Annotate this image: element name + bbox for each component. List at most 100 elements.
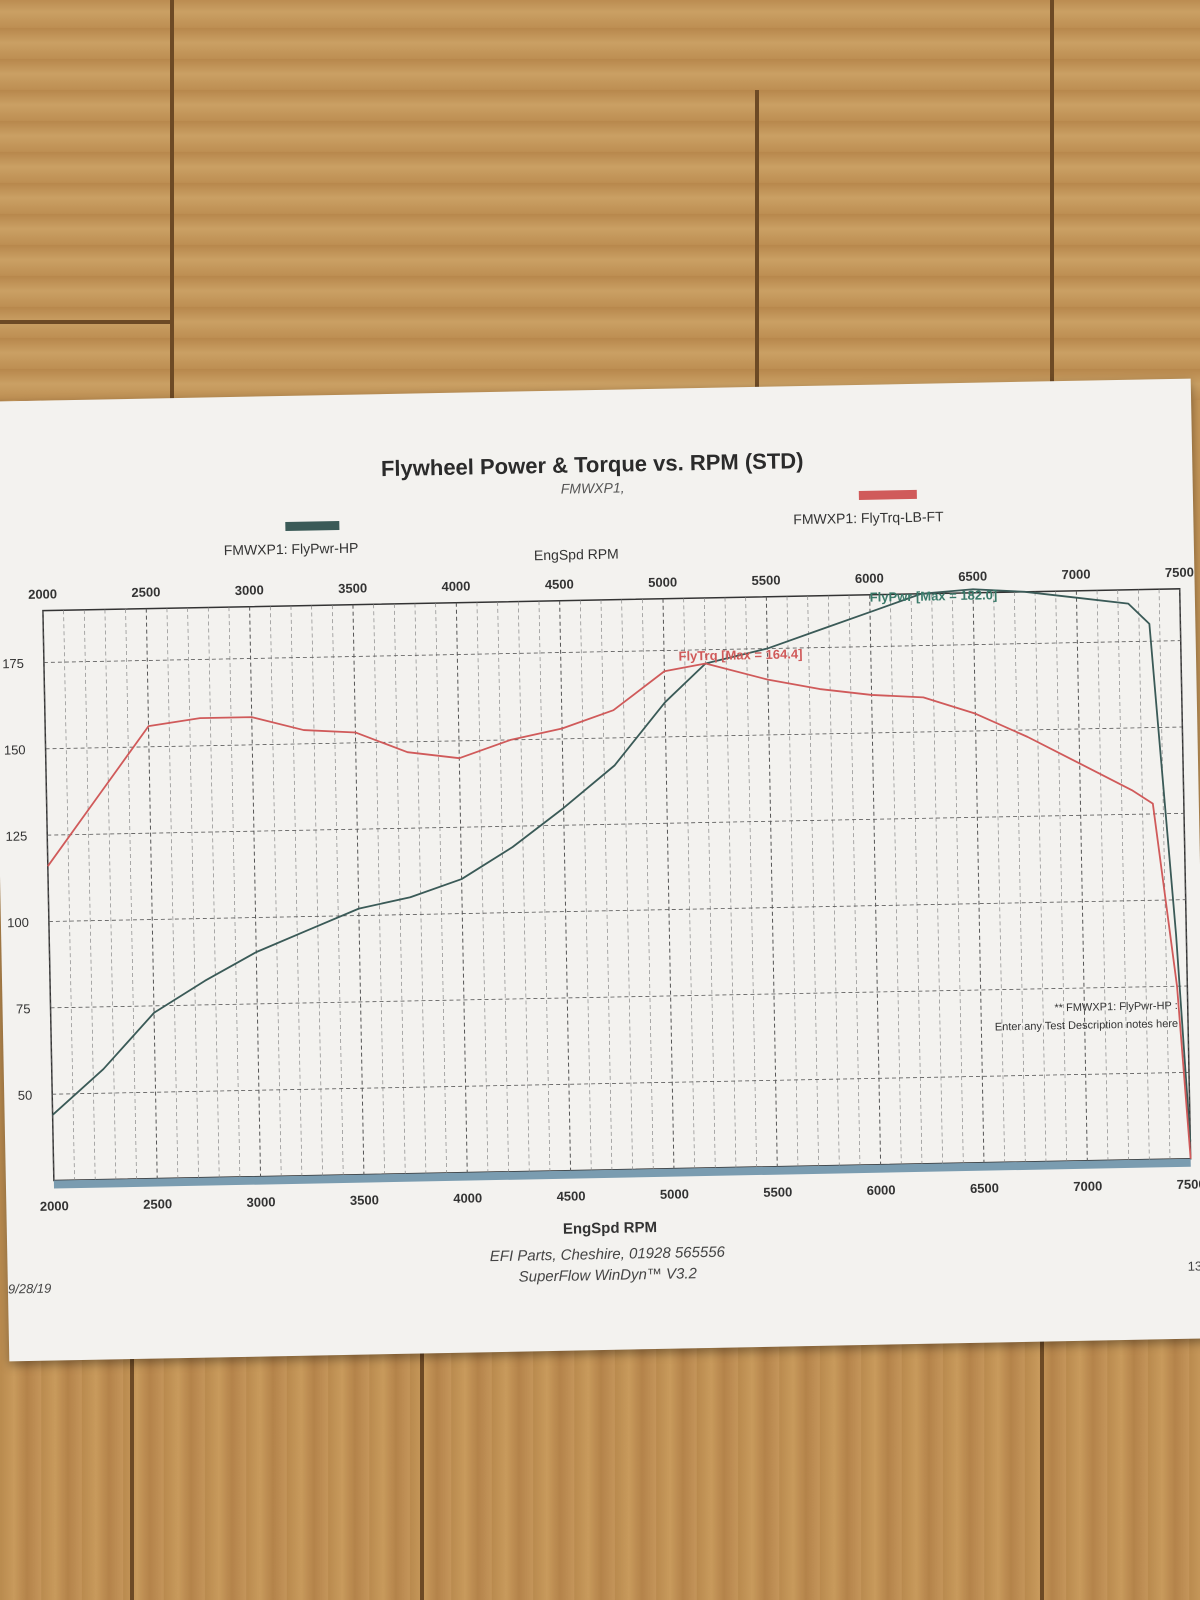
x-tick-label-top: 3000 xyxy=(235,582,264,598)
y-tick-label: 100 xyxy=(7,915,29,930)
y-tick-label: 150 xyxy=(4,742,26,757)
grid-line-vertical xyxy=(83,609,96,1180)
grid-line-vertical xyxy=(579,600,592,1171)
plot-frame xyxy=(42,588,1192,1182)
y-tick-label: 75 xyxy=(16,1001,31,1016)
grid-line-vertical xyxy=(476,602,489,1173)
grid-line-vertical xyxy=(1055,591,1067,1162)
grid-line-vertical xyxy=(889,594,902,1165)
x-tick-label-bottom: 4000 xyxy=(453,1190,482,1206)
grid-line-vertical xyxy=(63,610,75,1181)
grid-line-vertical xyxy=(331,605,344,1175)
grid-line-vertical xyxy=(993,592,1005,1163)
x-tick-label-bottom: 3500 xyxy=(350,1192,379,1208)
floor-seam xyxy=(170,0,174,420)
grid-line-vertical xyxy=(373,604,385,1175)
grid-line-vertical xyxy=(145,608,158,1179)
annotation-torque-max: FlyTrq [Max = 164.4] xyxy=(678,646,802,663)
grid-line-vertical xyxy=(1158,589,1171,1160)
floor-seam xyxy=(0,320,170,324)
grid-line-vertical xyxy=(435,603,447,1174)
grid-line-horizontal xyxy=(43,640,1181,663)
x-tick-label-top: 7500 xyxy=(1165,565,1194,581)
x-tick-label-top: 6000 xyxy=(855,570,884,586)
grid-line-vertical xyxy=(827,595,840,1166)
floor-seam xyxy=(420,1340,424,1600)
grid-line-vertical xyxy=(807,595,819,1166)
x-tick-label-top: 4500 xyxy=(545,576,574,592)
grid-line-vertical xyxy=(207,607,220,1178)
grid-line-vertical xyxy=(1014,591,1026,1162)
grid-line-vertical xyxy=(952,593,964,1164)
grid-line-vertical xyxy=(1179,588,1192,1159)
grid-line-vertical xyxy=(228,607,241,1177)
grid-line-horizontal xyxy=(45,726,1183,750)
dyno-chart: 2000 2000 2500 2500 3000 3000 3500 3500 4000 4000… xyxy=(2,565,1200,1214)
grid-line-vertical xyxy=(538,601,551,1172)
bottom-x-axis-label: EngSpd RPM xyxy=(562,1218,658,1238)
grid-line-vertical xyxy=(662,598,675,1169)
floor-seam xyxy=(755,90,759,410)
grid-line-horizontal xyxy=(48,899,1186,922)
grid-line-vertical xyxy=(1034,591,1047,1162)
x-tick-label-top: 7000 xyxy=(1061,567,1090,583)
floor-seam xyxy=(130,1340,134,1600)
x-tick-label-bottom: 2500 xyxy=(143,1196,172,1212)
grid-line-vertical xyxy=(848,595,861,1166)
grid-line-horizontal xyxy=(50,985,1188,1009)
grid-line-vertical xyxy=(290,605,303,1176)
grid-line-vertical xyxy=(786,596,799,1167)
x-tick-label-top: 4000 xyxy=(441,578,470,594)
grid-line-vertical xyxy=(559,600,572,1171)
grid-line-vertical xyxy=(517,601,530,1172)
grid-line-vertical xyxy=(249,606,262,1177)
x-tick-label-bottom: 7000 xyxy=(1073,1178,1102,1194)
grid-line-vertical xyxy=(269,606,282,1177)
grid-line-vertical xyxy=(1138,589,1150,1160)
test-note-line: Enter any Test Description notes here xyxy=(995,1018,1178,1034)
grid-line-vertical xyxy=(414,603,427,1174)
grid-line-vertical xyxy=(703,597,716,1168)
x-tick-label-bottom: 4500 xyxy=(556,1188,585,1204)
x-tick-label-bottom: 3000 xyxy=(246,1194,275,1210)
grid-line-vertical xyxy=(42,610,55,1181)
grid-line-vertical xyxy=(683,598,695,1169)
series-line-power xyxy=(51,588,1192,1142)
grid-line-vertical xyxy=(393,603,406,1174)
grid-line-vertical xyxy=(641,599,654,1170)
test-note-line: ** FMWXP1: FlyPwr-HP : xyxy=(1054,1000,1177,1014)
series-line-torque xyxy=(47,662,1192,1159)
grid-line-vertical xyxy=(869,594,882,1165)
grid-line-vertical xyxy=(166,608,179,1179)
grid-line-vertical xyxy=(104,609,117,1180)
y-tick-label: 175 xyxy=(2,656,24,671)
grid-line-vertical xyxy=(352,604,365,1175)
x-tick-label-top: 6500 xyxy=(958,569,987,585)
grid-line-vertical xyxy=(600,599,613,1170)
floor-seam xyxy=(1050,0,1054,390)
x-tick-label-bottom: 6500 xyxy=(970,1180,999,1196)
grid-line-vertical xyxy=(931,593,943,1164)
grid-line-vertical xyxy=(311,605,323,1176)
grid-line-vertical xyxy=(765,596,778,1167)
grid-line-horizontal xyxy=(47,812,1185,836)
grid-line-vertical xyxy=(497,601,509,1172)
grid-line-vertical xyxy=(621,599,633,1170)
x-axis-bar xyxy=(53,1158,1191,1189)
x-tick-label-bottom: 5500 xyxy=(763,1184,792,1200)
x-tick-label-top: 2000 xyxy=(28,586,57,602)
grid-line-vertical xyxy=(455,602,468,1173)
x-tick-label-bottom: 5000 xyxy=(660,1186,689,1202)
grid-line-vertical xyxy=(125,609,137,1179)
grid-line-vertical xyxy=(745,597,757,1168)
grid-line-vertical xyxy=(910,593,923,1164)
grid-line-vertical xyxy=(1096,590,1109,1161)
x-tick-label-top: 3500 xyxy=(338,580,367,596)
x-tick-label-bottom: 2000 xyxy=(40,1198,69,1214)
x-tick-label-top: 5000 xyxy=(648,574,677,590)
x-tick-label-top: 5500 xyxy=(751,572,780,588)
grid-line-vertical xyxy=(972,592,985,1163)
x-tick-label-bottom: 6000 xyxy=(867,1182,896,1198)
x-tick-label-bottom: 7500 xyxy=(1177,1176,1200,1192)
y-tick-label: 50 xyxy=(18,1088,33,1103)
